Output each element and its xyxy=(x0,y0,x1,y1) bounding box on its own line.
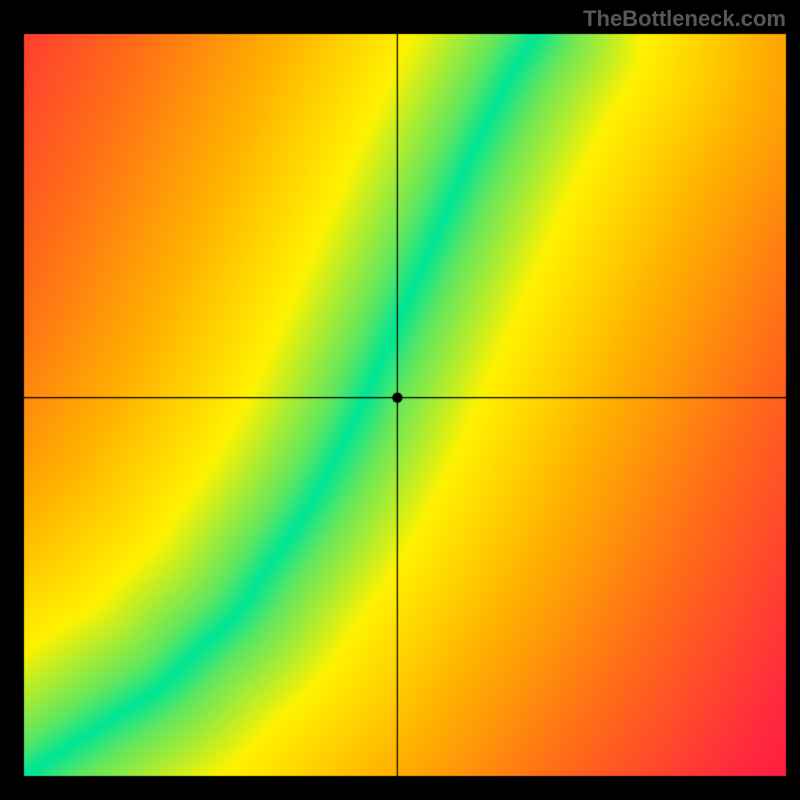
chart-container: TheBottleneck.com xyxy=(0,0,800,800)
bottleneck-heatmap-canvas xyxy=(0,0,800,800)
watermark-text: TheBottleneck.com xyxy=(583,6,786,32)
